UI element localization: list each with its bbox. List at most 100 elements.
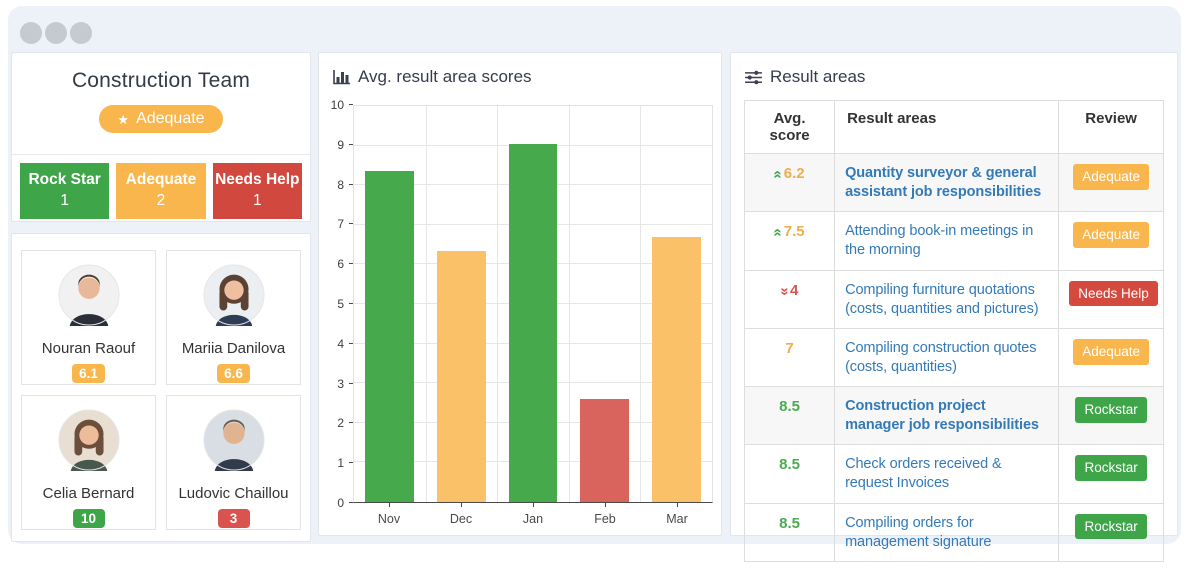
y-tick-label: 5 [337, 297, 344, 311]
member-card[interactable]: Mariia Danilova 6.6 [166, 250, 301, 385]
avg-score-cell: 6.2 [743, 152, 836, 213]
chart-x-axis: Nov Dec Jan Feb Mar [353, 503, 713, 531]
member-card[interactable]: Ludovic Chaillou 3 [166, 395, 301, 530]
table-row[interactable]: 7 Compiling construction quotes (costs, … [743, 327, 1164, 388]
member-name: Nouran Raouf [41, 340, 136, 357]
member-score-badge: 10 [72, 509, 105, 528]
stat-value: 2 [156, 192, 166, 210]
result-area-link[interactable]: Construction project manager job respons… [845, 398, 1039, 434]
team-status-badge: ★ Adequate [99, 105, 223, 133]
member-name: Ludovic Chaillou [178, 485, 289, 502]
trend-icon [771, 170, 786, 178]
stat-label: Needs Help [215, 171, 300, 189]
avg-score-cell: 8.5 [743, 444, 836, 504]
review-badge: Rockstar [1075, 513, 1147, 540]
stat-value: 1 [60, 192, 69, 210]
avatar [203, 409, 265, 471]
member-score-badge: 3 [217, 509, 250, 528]
review-badge: Rockstar [1075, 455, 1147, 482]
col-header-result-areas: Result areas [834, 100, 1060, 154]
sliders-icon [745, 70, 762, 84]
trend-icon [771, 229, 786, 237]
app-window: Construction Team ★ Adequate Rock Star 1… [8, 6, 1181, 562]
stat-box-rockstar[interactable]: Rock Star 1 [20, 163, 110, 219]
col-header-avg-score: Avg. score [743, 100, 836, 154]
bar-mar [651, 236, 701, 502]
team-summary-panel: Construction Team ★ Adequate Rock Star 1… [11, 52, 311, 222]
y-tick-label: 3 [337, 376, 344, 391]
result-area-link[interactable]: Compiling orders for management signatur… [845, 514, 992, 550]
y-tick-label: 10 [330, 98, 344, 112]
avg-score: 7 [785, 339, 794, 357]
chart-area: 0 1 2 3 4 5 6 7 8 9 10 Nov Dec Jan Feb Mar [325, 91, 717, 531]
window-control-dot[interactable] [45, 22, 67, 44]
avg-score: 4 [790, 281, 799, 299]
avg-score: 8.5 [779, 514, 800, 532]
result-area-link[interactable]: Quantity surveyor & general assistant jo… [845, 165, 1042, 201]
x-tick-label: Dec [449, 512, 473, 526]
avg-score-cell: 7.5 [743, 211, 836, 271]
bar-nov [365, 171, 415, 502]
chart-panel: Avg. result area scores 0 1 2 3 4 5 6 7 8 9 10 Nov… [318, 52, 722, 536]
avg-score: 8.5 [779, 456, 800, 474]
member-name: Celia Bernard [42, 485, 135, 502]
result-areas-title: Result areas [770, 67, 866, 86]
avg-score-cell: 8.5 [743, 502, 836, 562]
avatar [58, 409, 120, 471]
review-badge: Adequate [1073, 222, 1150, 249]
stat-box-needshelp[interactable]: Needs Help 1 [212, 163, 302, 219]
x-tick-label: Mar [666, 512, 688, 526]
stat-box-adequate[interactable]: Adequate 2 [116, 163, 206, 219]
result-area-link[interactable]: Attending book-in meetings in the mornin… [845, 223, 1034, 259]
y-tick-label: 7 [337, 217, 344, 232]
result-area-link[interactable]: Compiling furniture quotations (costs, q… [845, 281, 1039, 317]
window-controls [20, 22, 92, 44]
table-row[interactable]: 6.2 Quantity surveyor & general assistan… [743, 152, 1164, 213]
col-header-review: Review [1058, 100, 1164, 154]
y-tick-label: 8 [337, 177, 344, 192]
table-row[interactable]: 8.5 Construction project manager job res… [743, 385, 1164, 446]
stat-label: Adequate [125, 171, 197, 189]
y-tick-label: 0 [337, 496, 344, 510]
stat-label: Rock Star [28, 171, 101, 189]
team-title: Construction Team [71, 69, 251, 92]
result-areas-header: Result areas [731, 53, 1177, 87]
table-row[interactable]: 8.5 Check orders received & request Invo… [743, 444, 1164, 504]
table-header-row: Avg. score Result areas Review [743, 100, 1164, 154]
result-area-link[interactable]: Check orders received & request Invoices [845, 456, 1002, 492]
result-areas-panel: Result areas Avg. score Result areas Rev… [730, 52, 1178, 562]
x-tick-label: Jan [522, 512, 544, 526]
y-tick-label: 1 [337, 456, 344, 471]
bar-feb [580, 399, 629, 502]
window-control-dot[interactable] [20, 22, 42, 44]
table-row[interactable]: 7.5 Attending book-in meetings in the mo… [743, 211, 1164, 271]
avg-score-cell: 7 [743, 327, 836, 388]
trend-icon [777, 287, 792, 295]
table-row[interactable]: 4 Compiling furniture quotations (costs,… [743, 269, 1164, 329]
stat-value: 1 [253, 192, 262, 210]
y-tick-label: 6 [337, 257, 344, 272]
result-area-link[interactable]: Compiling construction quotes (costs, qu… [845, 339, 1037, 375]
member-card[interactable]: Celia Bernard 10 [21, 395, 156, 530]
chart-y-axis: 0 1 2 3 4 5 6 7 8 9 10 [325, 99, 353, 509]
result-areas-table-wrap: Avg. score Result areas Review 6.2 Quant… [731, 87, 1177, 576]
table-row[interactable]: 8.5 Compiling orders for management sign… [743, 502, 1164, 562]
star-icon: ★ [117, 111, 130, 127]
team-stats: Rock Star 1 Adequate 2 Needs Help 1 [12, 155, 310, 227]
y-tick-label: 4 [337, 336, 344, 351]
team-status-label: Adequate [136, 110, 205, 127]
avatar [58, 264, 120, 326]
team-header: Construction Team ★ Adequate [12, 53, 310, 155]
chart-title: Avg. result area scores [358, 67, 532, 86]
window-control-dot[interactable] [70, 22, 92, 44]
y-tick-label: 2 [337, 416, 344, 431]
review-badge: Needs Help [1069, 280, 1158, 307]
x-tick-label: Nov [377, 512, 401, 526]
avg-score: 6.2 [783, 165, 805, 182]
chart-plot [353, 105, 713, 503]
member-card[interactable]: Nouran Raouf 6.1 [21, 250, 156, 385]
result-areas-table: Avg. score Result areas Review 6.2 Quant… [743, 100, 1164, 562]
member-score-badge: 6.1 [72, 364, 105, 383]
avg-score: 8.5 [779, 398, 800, 415]
team-members-panel: Nouran Raouf 6.1 Mariia Danilova 6.6 Cel… [11, 233, 311, 542]
